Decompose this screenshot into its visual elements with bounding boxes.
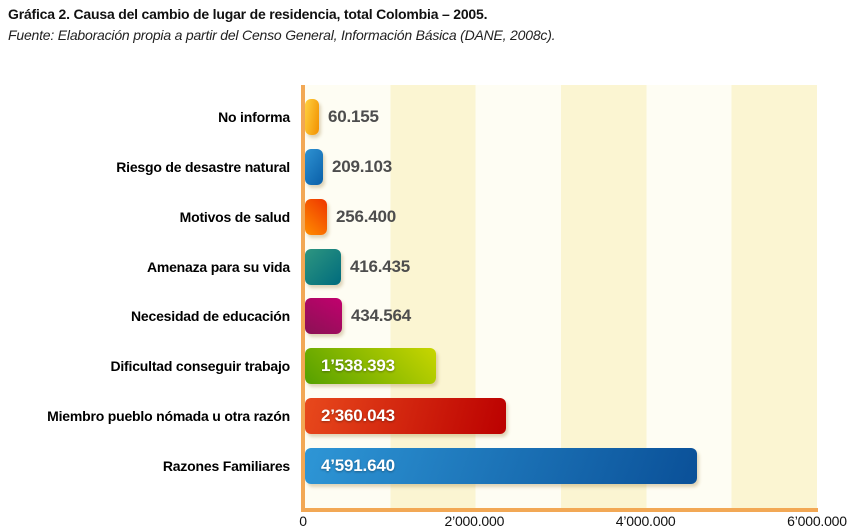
chart-title: Gráfica 2. Causa del cambio de lugar de … (8, 5, 838, 24)
value-label: 434.564 (351, 306, 412, 326)
category-label: No informa (218, 109, 290, 125)
bar: 2’360.043 (305, 398, 506, 435)
category-label: Motivos de salud (179, 208, 291, 225)
bar (305, 198, 327, 235)
category-label: Riesgo de desastre natural (116, 158, 290, 175)
category-label: Razones Familiares (162, 457, 290, 474)
value-label: 4’591.640 (321, 455, 395, 475)
bar: 4’591.640 (305, 447, 697, 484)
bar: 1’538.393 (305, 348, 436, 385)
bar (305, 248, 341, 285)
x-axis-line (301, 508, 818, 512)
y-axis-line (301, 85, 305, 512)
value-label: 256.400 (336, 206, 397, 226)
category-label: Miembro pueblo nómada u otra razón (47, 408, 290, 425)
bar-row: No informa 60.155 (0, 99, 845, 135)
bar-row: Riesgo de desastre natural 209.103 (0, 148, 845, 185)
chart-source-note: Fuente: Elaboración propia a partir del … (8, 27, 556, 43)
bar-row: Motivos de salud 256.400 (0, 198, 845, 235)
value-label: 1’538.393 (321, 356, 395, 376)
bar (305, 99, 319, 135)
category-label: Necesidad de educación (131, 308, 290, 325)
x-tick-label: 6’000.000 (787, 513, 847, 529)
bar-rows: No informa 60.155 Riesgo de desastre natur… (0, 85, 845, 508)
bar-row: Necesidad de educación 434.564 (0, 298, 845, 335)
value-label: 2’360.043 (321, 406, 395, 426)
category-label: Dificultad conseguir trabajo (110, 358, 290, 375)
x-tick-label: 0 (299, 513, 307, 529)
bar-row: Razones Familiares 4’591.640 (0, 447, 845, 484)
bar-row: Dificultad conseguir trabajo 1’538.393 (0, 348, 845, 385)
chart-header: Gráfica 2. Causa del cambio de lugar de … (8, 5, 838, 45)
x-axis-ticks: 0 2’000.000 4’000.000 6’000.000 (0, 513, 853, 531)
value-label: 416.435 (350, 256, 411, 276)
bar (305, 298, 342, 335)
value-label: 60.155 (328, 107, 379, 126)
bar (305, 148, 323, 185)
x-tick-label: 2’000.000 (444, 513, 505, 529)
bar-row: Amenaza para su vida 416.435 (0, 248, 845, 285)
category-label: Amenaza para su vida (146, 258, 290, 275)
bar-row: Miembro pueblo nómada u otra razón 2’360.… (0, 398, 845, 435)
x-tick-label: 4’000.000 (615, 513, 676, 529)
chart-title-text: Causa del cambio de lugar de residencia,… (69, 6, 488, 22)
plot-background-bands (305, 85, 817, 508)
value-label: 209.103 (332, 156, 393, 176)
chart-title-prefix: Gráfica 2. (8, 6, 70, 22)
